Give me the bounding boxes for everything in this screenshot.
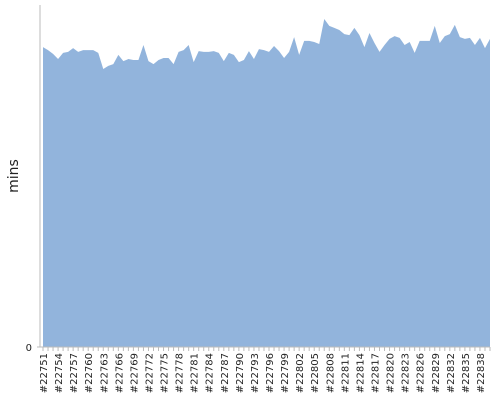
x-tick-label: #22790: [235, 353, 246, 393]
y-axis-label: mins: [6, 159, 22, 193]
x-tick-label: #22754: [54, 353, 65, 393]
x-tick-label: #22784: [205, 353, 216, 393]
x-tick-label: #22796: [265, 353, 276, 393]
x-tick-label: #22811: [340, 353, 351, 393]
x-tick-label: #22763: [99, 353, 110, 393]
x-tick-label: #22775: [160, 353, 171, 393]
x-tick-label: #22787: [220, 353, 231, 393]
x-tick-label: #22778: [175, 353, 186, 393]
x-tick-label: #22817: [370, 353, 381, 393]
x-tick-label: #22829: [431, 353, 442, 393]
x-tick-label: #22838: [476, 353, 487, 393]
x-tick-label: #22802: [295, 353, 306, 393]
x-tick-label: #22751: [39, 353, 50, 393]
x-tick-label: #22757: [69, 353, 80, 393]
x-tick-label: #22832: [446, 353, 457, 393]
x-tick-label: #22823: [401, 353, 412, 393]
x-tick-label: #22793: [250, 353, 261, 393]
x-tick-label: #22820: [386, 353, 397, 393]
x-tick-label: #22769: [129, 353, 140, 393]
area: [43, 19, 490, 348]
x-tick-label: #22826: [416, 353, 427, 393]
x-tick-label: #22799: [280, 353, 291, 393]
x-tick-label: #22814: [355, 353, 366, 393]
y-tick-label: 0: [26, 343, 32, 354]
x-tick-label: #22766: [114, 353, 125, 393]
x-tick-label: #22781: [190, 353, 201, 393]
x-tick-label: #22805: [310, 353, 321, 393]
x-tick-label: #22760: [84, 353, 95, 393]
x-tick-label: #22772: [144, 353, 155, 393]
x-tick-label: #22835: [461, 353, 472, 393]
x-tick-label: #22808: [325, 353, 336, 393]
